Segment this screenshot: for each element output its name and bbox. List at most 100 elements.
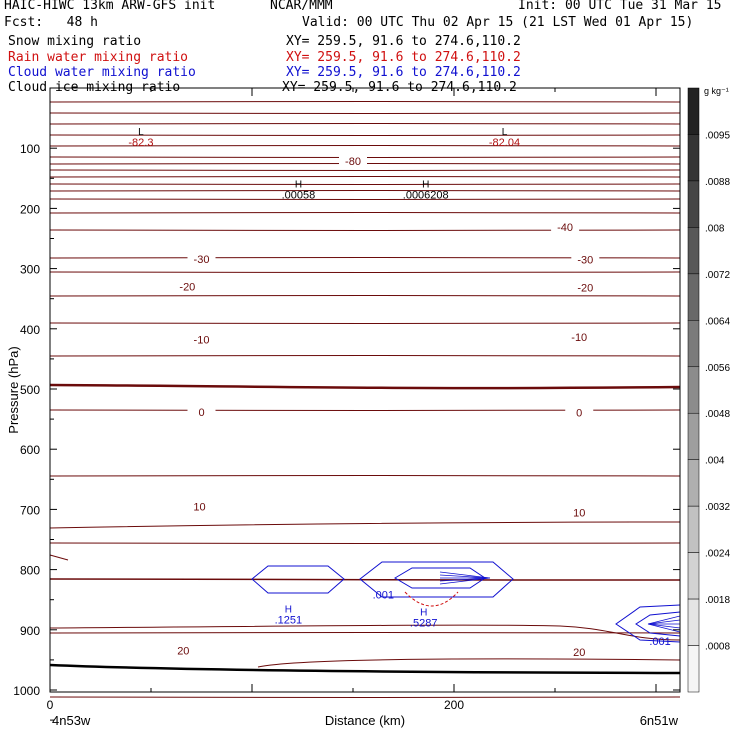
isotherm-line (49, 696, 681, 698)
isotherm-line (49, 521, 681, 529)
colorbar-swatch (687, 366, 700, 414)
colorbar-label: .0024 (705, 549, 730, 560)
rain-label: Rain water mixing ratio (8, 50, 189, 65)
colorbar-label: .0088 (705, 177, 730, 188)
colorbar-swatch (687, 273, 700, 321)
extremum-value: .00058 (282, 190, 316, 202)
colorbar-swatch (687, 459, 700, 507)
isotherm-line (257, 658, 681, 668)
isotherm-line (49, 169, 681, 171)
x-axis-label: Distance (km) (325, 713, 405, 728)
label-background (185, 499, 214, 513)
cloud-water-label: .001 (373, 589, 394, 601)
x-tick-label: 200 (444, 698, 464, 712)
cloud-water-contour (251, 565, 345, 594)
extremum-marker: H (422, 180, 429, 191)
model-title: HAIC-HIWC 13km ARW-GFS init (4, 0, 216, 13)
isotherm-label: 20 (573, 647, 585, 659)
isotherm-line (49, 101, 681, 103)
extremum-marker: H (285, 605, 292, 616)
y-tick-label: 800 (20, 564, 40, 578)
ground-line (49, 663, 681, 675)
extremum-value: -82.3 (128, 137, 153, 149)
colorbar-swatch (687, 412, 700, 460)
y-tick-label: 1000 (13, 684, 40, 698)
isotherm-label: -20 (179, 282, 195, 294)
extremum-value: -82.04 (489, 137, 520, 149)
x-start-label: 4n53w (52, 713, 91, 728)
plot-frame (49, 87, 681, 693)
rain-contour (404, 591, 459, 607)
isotherm-label: 10 (573, 507, 585, 519)
label-background (187, 251, 216, 265)
colorbar-swatch (687, 180, 700, 228)
colorbar-label: .008 (705, 223, 725, 234)
isotherm-line (49, 624, 681, 641)
extremum-marker: H (295, 180, 302, 191)
label-background (565, 505, 594, 519)
extremum-marker: H (420, 608, 427, 619)
isotherm-label: -30 (577, 255, 593, 267)
cloud-water-contour (647, 615, 681, 625)
colorbar-label: .004 (705, 456, 725, 467)
cloud-water-label: Cloud water mixing ratio (8, 65, 196, 80)
colorbar-label: .0018 (705, 595, 730, 606)
colorbar-swatch (687, 87, 700, 135)
isotherm-line (49, 271, 681, 273)
colorbar-label: .0032 (705, 502, 730, 513)
forecast-hour: Fcst: 48 h (4, 15, 98, 30)
label-background (187, 332, 216, 346)
label-background (169, 643, 198, 657)
y-tick-label: 600 (20, 443, 40, 457)
isotherm-label: -10 (194, 335, 210, 347)
cloud-water-contour (615, 604, 681, 643)
cloud-water-contour (359, 561, 514, 598)
label-background (565, 405, 594, 419)
label-background (571, 252, 600, 266)
isotherm-label: 0 (198, 407, 204, 419)
colorbar-label: .0008 (705, 642, 730, 653)
extremum-marker: L (502, 127, 508, 138)
freezing-level-line (49, 383, 681, 390)
isotherm-label: 0 (576, 407, 582, 419)
colorbar-swatch (687, 320, 700, 368)
colorbar-label: .0048 (705, 409, 730, 420)
colorbar-swatch (687, 598, 700, 646)
isotherm-line (49, 198, 681, 200)
isotherm-line (49, 123, 681, 125)
isotherm-line (49, 475, 681, 477)
cloud-water-contour (439, 571, 491, 579)
cloud-water-contour (647, 623, 681, 629)
y-tick-label: 700 (20, 503, 40, 517)
colorbar-swatch (687, 552, 700, 600)
label-background (565, 645, 594, 659)
label-background (551, 220, 580, 234)
y-tick-label: 500 (20, 383, 40, 397)
org-title: NCAR/MMM (270, 0, 333, 13)
y-axis-label: Pressure (hPa) (6, 346, 21, 433)
isotherm-label: -80 (345, 156, 361, 168)
colorbar-label: .0056 (705, 363, 730, 374)
colorbar-swatch (687, 645, 700, 693)
label-background (339, 153, 367, 167)
colorbar-swatch (687, 134, 700, 182)
isotherm-line (49, 134, 681, 136)
isotherm-label: -40 (557, 222, 573, 234)
isotherm-label: -10 (571, 332, 587, 344)
init-time: Init: 00 UTC Tue 31 Mar 15 (518, 0, 722, 13)
x-tick-label: 0 (47, 698, 54, 712)
snow-label: Snow mixing ratio (8, 34, 142, 49)
isotherm-label: 10 (193, 501, 205, 513)
isotherm-line (49, 578, 680, 581)
x-end-label: 6n51w (640, 713, 679, 728)
y-tick-label: 200 (20, 202, 40, 216)
isotherm-line (49, 190, 681, 192)
isotherm-line (49, 355, 681, 357)
extremum-value: .0006208 (403, 190, 449, 202)
isotherm-label: -20 (577, 282, 593, 294)
extremum-value: .1251 (275, 615, 303, 627)
label-background (173, 279, 202, 293)
extremum-value: .5287 (410, 618, 438, 630)
